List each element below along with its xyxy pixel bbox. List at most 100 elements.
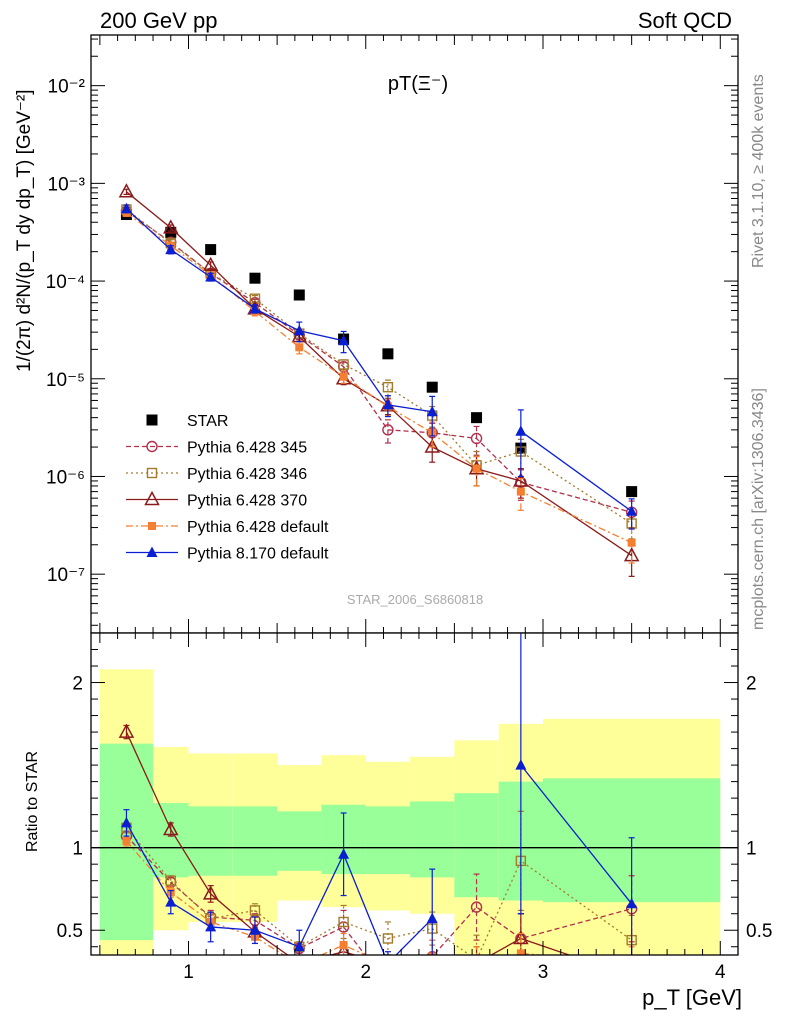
main-plot-area (91, 35, 738, 633)
legend-marker (144, 490, 160, 506)
legend-marker (146, 414, 158, 426)
x-axis-label: p_T [GeV] (642, 985, 742, 1010)
rivet-label: Rivet 3.1.10, ≥ 400k events (750, 74, 767, 268)
ratio-point (382, 957, 393, 968)
data-point (205, 244, 217, 256)
legend-item: STAR (146, 413, 228, 430)
main-plot-background (91, 35, 738, 633)
legend-label: Pythia 6.428 default (187, 519, 329, 536)
data-point (293, 324, 305, 336)
legend-marker (146, 467, 158, 479)
legend-item: Pythia 6.428 370 (126, 490, 307, 510)
watermark: STAR_2006_S6860818 (347, 592, 483, 607)
data-point (338, 334, 350, 346)
x-tick-label: 4 (715, 962, 726, 983)
y-tick-label: 10⁻⁴ (46, 272, 85, 293)
uncertainty-band-1sigma (188, 806, 233, 876)
data-point (426, 381, 438, 393)
ratio-axes: 1 2 3 4 0.5 0.5 1 1 2 2 (57, 632, 772, 983)
data-point (295, 343, 304, 352)
ratio-series-pythia-8-170-default (120, 633, 638, 968)
ratio-line (125, 822, 433, 955)
header-right: Soft QCD (638, 8, 732, 33)
data-point (516, 487, 525, 496)
legend-marker (148, 522, 156, 530)
data-point (626, 505, 638, 516)
ratio-point (299, 954, 300, 955)
y-tick-label-right: 1 (746, 839, 757, 860)
uncertainty-band-1sigma (277, 811, 322, 871)
ratio-bands (91, 633, 738, 955)
y-tick-label: 2 (72, 674, 83, 695)
legend-item: Pythia 6.428 346 (126, 466, 307, 483)
data-point (472, 464, 481, 473)
ratio-point (338, 916, 349, 928)
ratio-point (339, 941, 348, 950)
main-title: pT(Ξ⁻) (388, 73, 448, 95)
series-pythia-8-170-default (120, 202, 638, 530)
data-point (626, 486, 638, 498)
data-point (515, 425, 527, 436)
legend-item: Pythia 6.428 345 (126, 440, 307, 457)
data-point (382, 348, 394, 360)
ratio-point (118, 723, 135, 738)
ratio-point (120, 816, 132, 828)
ratio-point (295, 961, 303, 969)
data-point (118, 183, 135, 198)
data-point (339, 372, 348, 381)
data-point (382, 398, 394, 410)
data-point (382, 424, 394, 436)
ratio-point (471, 954, 482, 955)
ratio-point (165, 896, 177, 907)
main-series-layer (118, 183, 640, 577)
y-tick-label: 10⁻³ (48, 174, 86, 195)
ratio-point (513, 929, 529, 945)
series-line (126, 208, 632, 525)
ratio-line (125, 827, 633, 955)
ratio-point (293, 940, 305, 952)
y-tick-label: 10⁻⁵ (46, 370, 85, 391)
header-left: 200 GeV pp (100, 8, 217, 33)
y-tick-label-right: 0.5 (746, 921, 772, 942)
ratio-point (426, 912, 438, 924)
ratio-point (381, 958, 394, 970)
ratio-point (122, 837, 131, 846)
series-line (520, 430, 633, 512)
y-tick-label: 10⁻² (48, 77, 86, 98)
ratio-point (625, 969, 638, 981)
x-tick-label: 2 (360, 962, 371, 983)
series-line (126, 210, 632, 513)
uncertainty-band-1sigma (365, 806, 411, 875)
data-point (249, 272, 261, 284)
legend-marker (146, 546, 158, 557)
ratio-point (515, 759, 527, 770)
ratio-point (202, 885, 219, 900)
uncertainty-band-1sigma (410, 801, 455, 878)
uncertainty-band-1sigma (153, 803, 189, 878)
ratio-point (473, 959, 481, 967)
y-tick-label: 1 (72, 839, 83, 860)
ratio-point (165, 875, 176, 886)
data-point (470, 432, 483, 445)
uncertainty-band-1sigma (232, 806, 278, 876)
legend-item: Pythia 6.428 default (126, 519, 329, 536)
series-line (126, 208, 433, 413)
data-point (202, 256, 219, 272)
ratio-point (205, 920, 217, 932)
ratio-point (249, 924, 261, 935)
data-point (426, 405, 438, 417)
y-tick-label-right: 2 (746, 674, 757, 695)
y-tick-label: 10⁻⁶ (46, 467, 85, 488)
legend-label: STAR (187, 413, 228, 430)
ratio-point (628, 959, 636, 967)
ratio-point (382, 933, 394, 944)
ratio-point (626, 897, 638, 909)
ratio-point (383, 980, 393, 990)
ratio-point (249, 905, 261, 916)
ratio-point (476, 954, 477, 955)
ratio-point (426, 966, 439, 978)
legend-label: Pythia 6.428 346 (187, 466, 307, 483)
legend-label: Pythia 6.428 345 (187, 440, 307, 457)
legend-label: Pythia 6.428 370 (187, 493, 307, 510)
